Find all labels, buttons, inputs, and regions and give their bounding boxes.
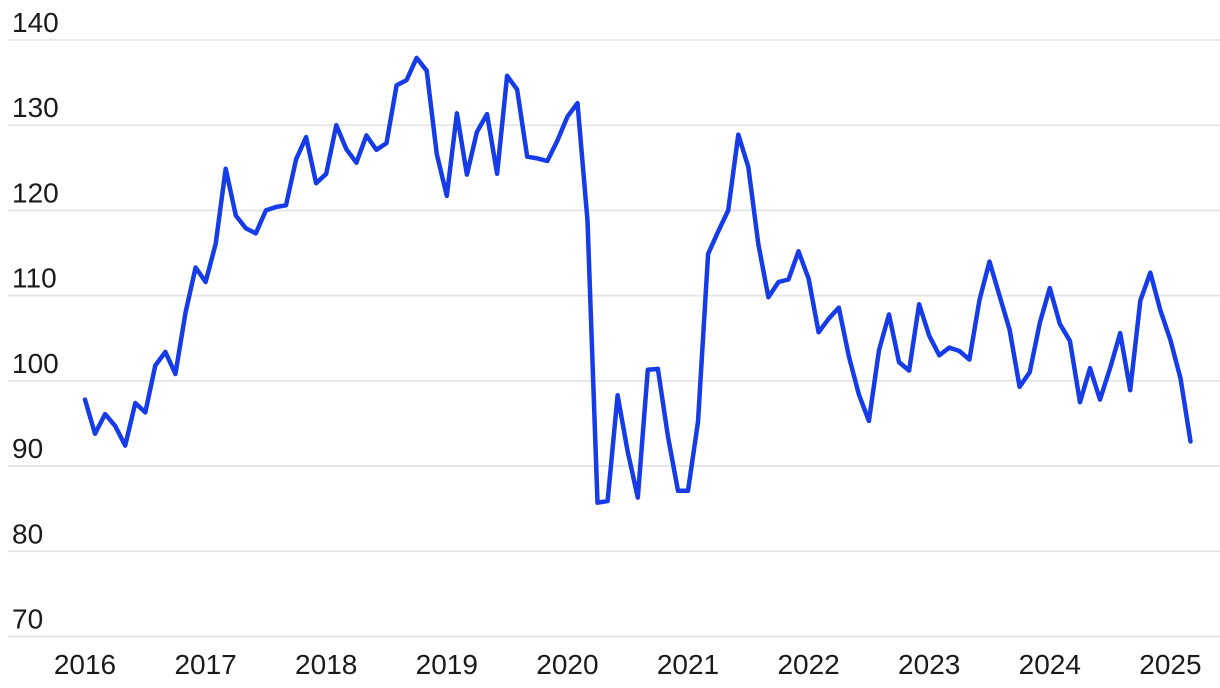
x-axis-labels: 2016 2017 2018 2019 2020 2021 2022 2023 2024 2025 xyxy=(54,649,1202,680)
x-axis-label-2022: 2022 xyxy=(777,649,839,680)
y-axis-label-130: 130 xyxy=(12,92,59,123)
y-axis-label-70: 70 xyxy=(12,604,43,635)
x-axis-label-2016: 2016 xyxy=(54,649,116,680)
x-axis-label-2025: 2025 xyxy=(1139,649,1201,680)
x-axis-label-2017: 2017 xyxy=(174,649,236,680)
y-axis-label-80: 80 xyxy=(12,518,43,549)
y-axis-label-110: 110 xyxy=(12,263,57,294)
x-axis-label-2023: 2023 xyxy=(898,649,960,680)
y-axis-label-100: 100 xyxy=(12,348,59,379)
y-axis-label-120: 120 xyxy=(12,177,59,208)
x-axis-label-2020: 2020 xyxy=(536,649,598,680)
y-axis-labels: 140 130 120 110 100 90 80 70 xyxy=(12,7,59,635)
y-axis-label-140: 140 xyxy=(12,7,59,38)
x-axis-label-2024: 2024 xyxy=(1019,649,1081,680)
x-axis-label-2018: 2018 xyxy=(295,649,357,680)
data-line xyxy=(82,55,1193,505)
gridlines xyxy=(8,39,1220,638)
y-axis-label-90: 90 xyxy=(12,433,43,464)
x-axis-label-2019: 2019 xyxy=(416,649,478,680)
x-axis-label-2021: 2021 xyxy=(657,649,719,680)
